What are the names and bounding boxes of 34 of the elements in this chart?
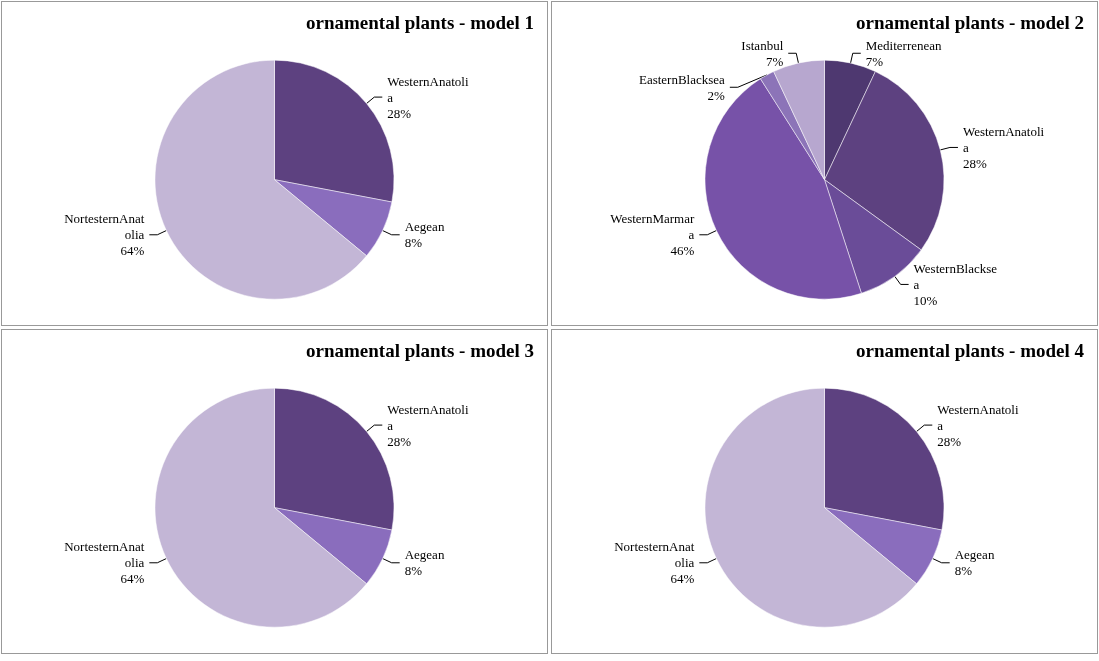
data-label: 46% <box>670 243 695 259</box>
slice-label: WesternAnatolia <box>387 73 469 105</box>
chart-title: ornamental plants - model 2 <box>856 12 1084 33</box>
slice-label: WesternMarmara <box>610 211 695 243</box>
data-label: 64% <box>120 243 145 259</box>
slice-label: EasternBlacksea <box>638 71 726 87</box>
slice-label: Aegean <box>404 547 445 563</box>
slice-label: NortesternAnatolia <box>64 211 145 243</box>
data-label: 7% <box>765 53 784 69</box>
data-label: 10% <box>913 292 938 308</box>
data-label: 2% <box>707 87 725 103</box>
chart-title: ornamental plants - model 1 <box>306 12 534 33</box>
data-label: 64% <box>120 571 145 587</box>
slice-label: WesternAnatolia <box>937 401 1019 433</box>
slice-label: WesternAnatolia <box>962 123 1045 155</box>
chart-title: ornamental plants - model 4 <box>856 340 1085 361</box>
data-label: 8% <box>404 563 423 579</box>
slice-label: Aegean <box>954 547 995 563</box>
data-label: 64% <box>670 571 695 587</box>
data-label: 28% <box>387 433 412 449</box>
slice-label: WesternAnatolia <box>387 401 469 433</box>
slice-label: NortesternAnatolia <box>64 539 145 571</box>
data-label: 28% <box>937 433 962 449</box>
data-label: 8% <box>404 235 423 251</box>
slice-label: NortesternAnatolia <box>614 539 695 571</box>
slice-label: Istanbul <box>741 37 784 53</box>
data-label: 8% <box>954 563 973 579</box>
slice-label: WesternBlacksea <box>913 260 998 292</box>
slice-label: Mediterrenean <box>865 37 943 53</box>
chart-title: ornamental plants - model 3 <box>306 340 534 361</box>
data-label: 28% <box>962 155 987 171</box>
slice-label: Aegean <box>404 219 445 235</box>
data-label: 7% <box>865 53 884 69</box>
data-label: 28% <box>387 105 412 121</box>
